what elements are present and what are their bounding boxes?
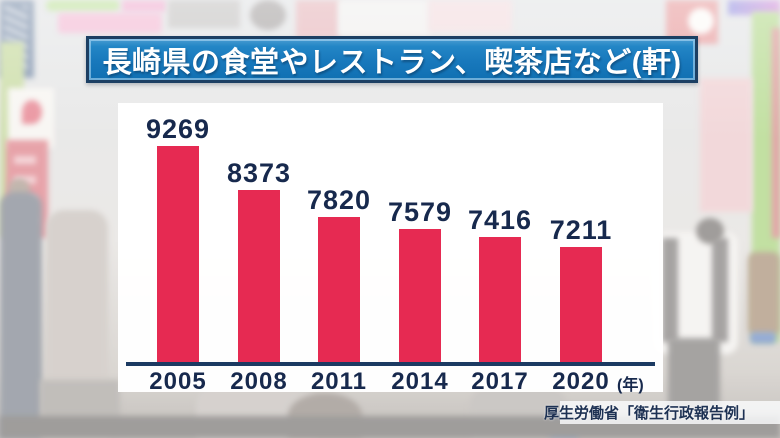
background-blob xyxy=(712,238,728,342)
bar-value-label: 8373 xyxy=(226,158,292,188)
bar xyxy=(318,217,360,362)
bar-value-label: 7820 xyxy=(306,185,372,215)
background-blob xyxy=(338,0,430,36)
bar xyxy=(399,229,441,362)
background-blob xyxy=(296,0,340,38)
background-blob xyxy=(772,28,780,238)
x-tick-label: 2017 xyxy=(471,368,529,395)
background-blob xyxy=(750,332,776,344)
background-blob xyxy=(688,8,714,34)
bar-value-label: 7416 xyxy=(467,205,533,235)
background-blob xyxy=(46,0,120,11)
background-blob xyxy=(0,192,42,438)
x-tick-label: 2008 xyxy=(230,368,288,395)
x-axis-line xyxy=(126,362,655,366)
bar-value-label: 7211 xyxy=(549,215,613,245)
background-blob xyxy=(168,0,240,28)
background-blob xyxy=(250,0,286,30)
background-blob xyxy=(428,0,512,32)
background-blob xyxy=(696,218,724,244)
bar-value-label: 9269 xyxy=(145,114,211,144)
background-blob xyxy=(728,0,780,15)
background-blob xyxy=(662,238,678,342)
source-attribution-text: 厚生労働省「衛生行政報告例」 xyxy=(543,405,754,422)
x-tick-label: 2014 xyxy=(391,368,449,395)
x-tick-label: 2005 xyxy=(149,368,207,395)
bar xyxy=(157,146,199,362)
x-axis-unit-label: (年) xyxy=(617,377,644,394)
x-tick-label: 2011 xyxy=(310,368,368,395)
background-blob xyxy=(748,252,780,336)
chart-title: 長崎県の食堂やレストラン、喫茶店など(軒) xyxy=(102,46,682,79)
x-tick-label: 2020 xyxy=(552,368,610,395)
background-blob xyxy=(700,78,752,212)
source-attribution-band: 厚生労働省「衛生行政報告例」 xyxy=(544,401,780,424)
background-blob xyxy=(22,100,42,124)
background-blob xyxy=(58,13,162,33)
bar xyxy=(238,190,280,362)
bar xyxy=(560,247,602,362)
bar-chart-panel: (年) 9269 2005 8373 2008 7820 2011 7579 2014 7416… xyxy=(118,103,663,395)
background-blob xyxy=(122,0,166,12)
bar-value-label: 7579 xyxy=(387,197,453,227)
bar xyxy=(479,237,521,362)
chart-title-banner: 長崎県の食堂やレストラン、喫茶店など(軒) xyxy=(86,36,698,83)
